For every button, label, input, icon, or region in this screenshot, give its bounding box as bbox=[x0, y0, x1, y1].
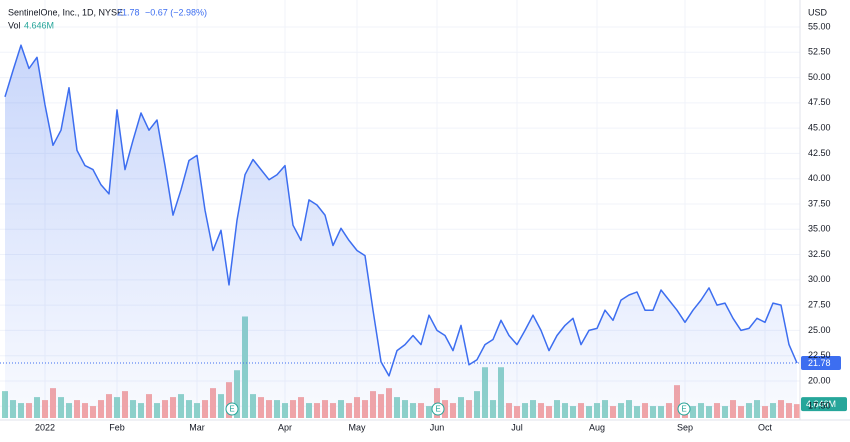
y-tick-label: 27.50 bbox=[808, 300, 831, 310]
earnings-icons: E E E bbox=[225, 402, 691, 416]
earnings-icon: E bbox=[225, 402, 239, 416]
chart-title: SentinelOne, Inc., 1D, NYSE bbox=[8, 7, 123, 17]
y-tick-label: 22.50 bbox=[808, 350, 831, 360]
y-tick-label: 35.00 bbox=[808, 224, 831, 234]
y-tick-label: 17.50 bbox=[808, 401, 831, 411]
earnings-icon: E bbox=[431, 402, 445, 416]
y-tick-label: 37.50 bbox=[808, 198, 831, 208]
x-tick-label: Jun bbox=[430, 422, 445, 432]
svg-text:E: E bbox=[681, 405, 686, 414]
y-tick-label: 20.00 bbox=[808, 375, 831, 385]
x-tick-label: Sep bbox=[677, 422, 693, 432]
y-tick-label: 30.00 bbox=[808, 274, 831, 284]
x-tick-label: 2022 bbox=[35, 422, 55, 432]
last-price: 21.78 bbox=[117, 7, 140, 17]
last-price-badge-label: 21.78 bbox=[808, 358, 831, 368]
last-price-badge bbox=[801, 355, 841, 370]
y-tick-label: 25.00 bbox=[808, 325, 831, 335]
axis-badges: 21.78 4.646M bbox=[801, 355, 847, 412]
y-tick-label: 42.50 bbox=[808, 148, 831, 158]
y-tick-label: 55.00 bbox=[808, 21, 831, 31]
x-tick-label: Feb bbox=[109, 422, 125, 432]
svg-text:E: E bbox=[435, 405, 440, 414]
y-tick-label: 47.50 bbox=[808, 97, 831, 107]
price-line bbox=[4, 44, 798, 377]
y-tick-label: 45.00 bbox=[808, 123, 831, 133]
price-area bbox=[5, 45, 797, 418]
earnings-icon: E bbox=[677, 402, 691, 416]
volume-legend: Vol bbox=[8, 20, 21, 30]
svg-text:E: E bbox=[229, 405, 234, 414]
x-tick-label: Aug bbox=[589, 422, 605, 432]
x-tick-label: Jul bbox=[511, 422, 523, 432]
x-tick-label: May bbox=[348, 422, 366, 432]
x-tick-label: Mar bbox=[189, 422, 205, 432]
y-tick-label: 40.00 bbox=[808, 173, 831, 183]
x-tick-label: Apr bbox=[278, 422, 292, 432]
plot bbox=[0, 44, 800, 418]
volume-legend-value: 4.646M bbox=[24, 20, 54, 30]
volume-badge bbox=[801, 397, 847, 412]
x-tick-label: Oct bbox=[758, 422, 773, 432]
y-tick-label: 52.50 bbox=[808, 47, 831, 57]
y-tick-label: 32.50 bbox=[808, 249, 831, 259]
y-axis-label: USD bbox=[808, 7, 828, 17]
y-tick-label: 50.00 bbox=[808, 72, 831, 82]
volume-badge-label: 4.646M bbox=[806, 399, 836, 409]
price-change: −0.67 (−2.98%) bbox=[145, 7, 207, 17]
